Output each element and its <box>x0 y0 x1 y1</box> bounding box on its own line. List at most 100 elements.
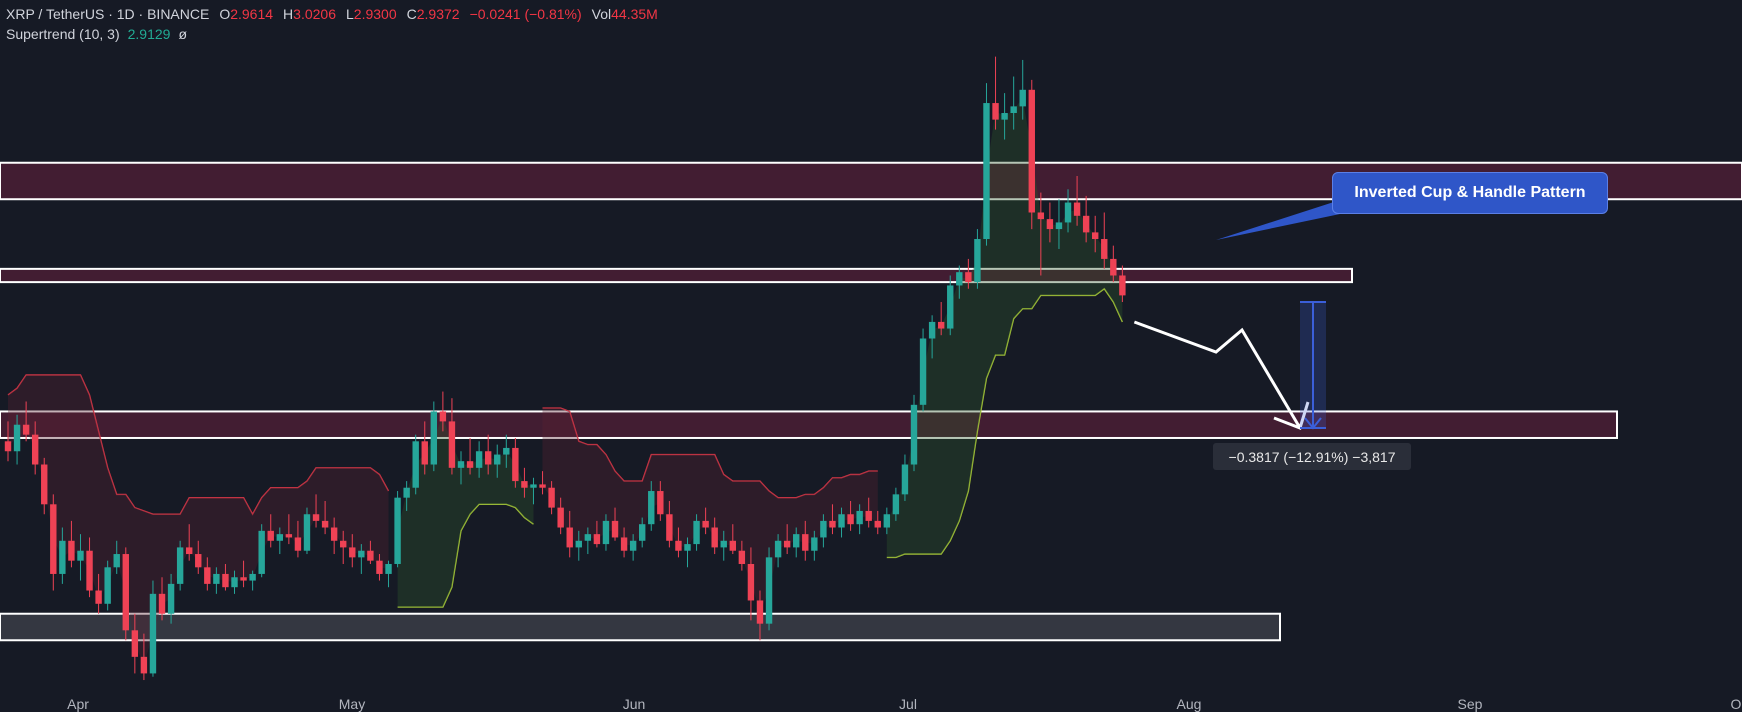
candle-body <box>349 547 356 558</box>
candle-body <box>176 547 184 584</box>
candle-body <box>140 656 148 674</box>
candle-body <box>303 514 311 551</box>
indicator-value: 2.9129 <box>127 26 171 42</box>
candle-body <box>530 484 537 488</box>
candle-body <box>1037 212 1045 220</box>
measure-label: −0.3817 (−12.91%) −3,817 <box>1213 443 1411 470</box>
candle-body <box>340 540 347 548</box>
candle-body <box>874 520 881 528</box>
candle-body <box>593 534 601 545</box>
candle-body <box>448 421 456 468</box>
candle-body <box>956 272 963 286</box>
supertrend-up-line <box>397 503 534 608</box>
close-label: C <box>406 6 417 22</box>
supertrend-down-line <box>7 374 390 516</box>
symbol-title[interactable]: XRP / TetherUS · 1D · BINANCE <box>6 6 210 22</box>
candle-body <box>104 567 111 604</box>
candle-body <box>1064 202 1072 223</box>
time-axis[interactable]: Apr May Jun Jul Aug Sep O <box>0 696 1742 712</box>
candle-body <box>41 464 48 505</box>
candle-body <box>729 540 736 551</box>
candle-body <box>548 487 555 508</box>
close-value: 2.9372 <box>416 6 460 22</box>
candle-body <box>883 514 891 528</box>
candles-layer <box>4 56 1126 681</box>
candle-body <box>294 537 302 551</box>
candle-body <box>756 600 764 624</box>
candle-body <box>1101 239 1108 259</box>
candle-body <box>584 534 592 541</box>
candle-body <box>195 554 202 568</box>
candle-body <box>113 554 120 568</box>
candle-body <box>1092 232 1099 240</box>
candle-body <box>829 520 836 528</box>
open-value: 2.9614 <box>230 6 274 22</box>
candle-body <box>702 520 709 528</box>
candle-body <box>1055 222 1063 230</box>
indicator-name[interactable]: Supertrend (10, 3) <box>6 26 120 42</box>
candle-body <box>738 550 746 564</box>
indicator-row[interactable]: Supertrend (10, 3) 2.9129 ø <box>6 24 668 44</box>
candle-body <box>675 540 682 551</box>
x-tick-aug: Aug <box>1176 696 1202 712</box>
candle-body <box>892 494 900 515</box>
supertrend-up-line <box>886 287 1124 559</box>
candle-body <box>131 630 139 657</box>
candle-body <box>937 321 945 329</box>
candle-body <box>158 593 166 614</box>
candle-body <box>847 514 854 525</box>
candle-body <box>358 550 365 558</box>
measure-arrow <box>1304 417 1322 430</box>
candle-body <box>521 481 528 488</box>
low-label: L <box>346 6 354 22</box>
candle-body <box>95 590 102 604</box>
volume-value: 44.35M <box>611 6 658 22</box>
candle-body <box>820 520 827 538</box>
candle-body <box>68 540 75 561</box>
candle-body <box>856 510 863 525</box>
candle-body <box>811 537 818 551</box>
supertrend-up-fill <box>886 98 1123 558</box>
candle-body <box>684 544 691 551</box>
candle-body <box>992 103 999 120</box>
candle-body <box>186 547 193 555</box>
candle-body <box>421 441 428 465</box>
candle-body <box>974 239 981 283</box>
candle-body <box>919 338 927 405</box>
visibility-icon[interactable]: ø <box>178 26 188 42</box>
supertrend-down-fill <box>8 375 389 666</box>
candle-body <box>965 272 972 283</box>
candle-body <box>385 563 392 574</box>
candle-body <box>928 321 936 339</box>
pattern-callout[interactable]: Inverted Cup & Handle Pattern <box>1332 172 1608 214</box>
callout-pointer <box>1216 200 1340 240</box>
low-value: 2.9300 <box>353 6 397 22</box>
candle-body <box>602 520 610 545</box>
candle-body <box>1073 202 1081 216</box>
candle-body <box>430 411 438 465</box>
x-tick-may: May <box>338 696 366 712</box>
candle-body <box>367 550 374 561</box>
volume-label: Vol <box>591 6 612 22</box>
candle-body <box>86 550 93 591</box>
candle-body <box>22 424 30 435</box>
candle-body <box>457 461 465 468</box>
candle-body <box>1046 219 1054 230</box>
high-value: 3.0206 <box>293 6 336 22</box>
candle-body <box>466 461 474 468</box>
candle-body <box>947 285 954 329</box>
candle-body <box>1082 215 1090 233</box>
candle-body <box>747 563 755 601</box>
candle-body <box>1119 275 1126 296</box>
change-value: −0.0241 (−0.81%) <box>469 6 582 22</box>
candle-body <box>657 491 664 515</box>
candle-body <box>539 484 546 488</box>
candle-body <box>720 540 727 548</box>
x-tick-apr: Apr <box>67 696 89 712</box>
candle-body <box>1001 113 1008 120</box>
x-tick-jun: Jun <box>622 696 646 712</box>
candle-body <box>276 534 283 541</box>
